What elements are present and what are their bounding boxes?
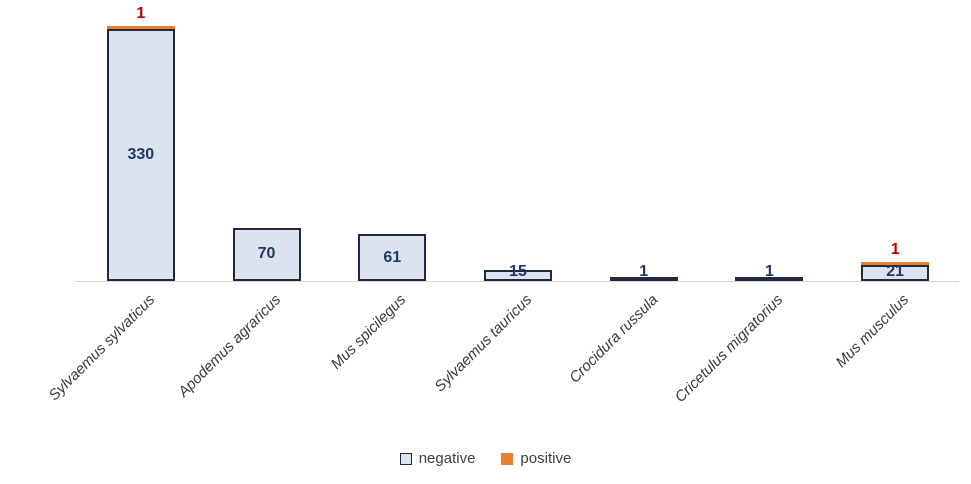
legend-item-negative: negative (399, 450, 476, 467)
bar-segment-negative (358, 234, 427, 281)
bar-segment-negative (484, 269, 552, 281)
bar-segment-negative (735, 277, 804, 281)
legend: negative positive (0, 450, 971, 467)
legend-item-positive: positive (501, 450, 571, 467)
value-label-negative: 1 (764, 263, 774, 280)
value-label-negative: 61 (383, 248, 402, 266)
value-label-negative: 330 (127, 145, 155, 163)
bar-segment-negative (232, 227, 301, 281)
value-label-negative: 70 (257, 245, 276, 263)
bar-segment-negative (861, 264, 930, 281)
legend-swatch-positive (501, 452, 514, 465)
bar-segment-negative (106, 28, 175, 281)
value-label-positive: 1 (136, 4, 146, 22)
bar-segment-positive (106, 25, 175, 29)
bar-segment-negative (609, 277, 678, 281)
value-label-negative: 21 (886, 263, 905, 280)
value-label-negative: 1 (639, 263, 649, 280)
x-axis-line (75, 281, 959, 282)
bar-segment-positive (861, 261, 930, 265)
legend-label-negative: negative (418, 450, 476, 467)
legend-swatch-negative (399, 452, 412, 465)
legend-label-positive: positive (520, 450, 572, 467)
value-label-positive: 1 (890, 240, 900, 258)
value-label-negative: 15 (509, 263, 527, 280)
